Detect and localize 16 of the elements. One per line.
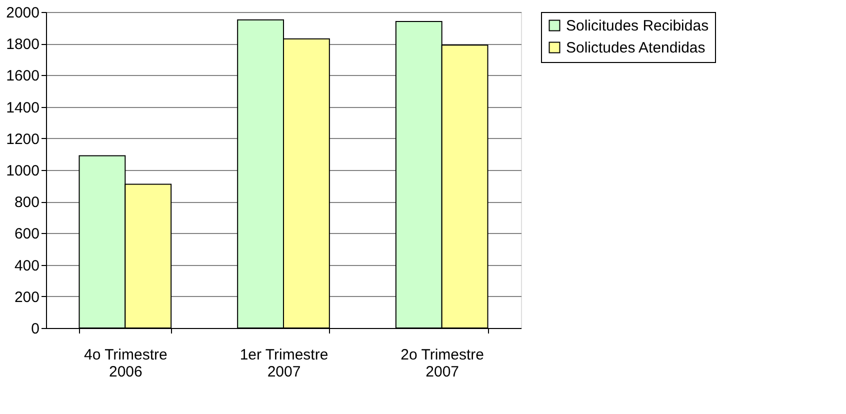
y-tick-label: 1800 [6,36,40,54]
y-tick-label: 1200 [6,130,40,148]
y-tick-label: 1400 [6,99,40,116]
y-tick-label: 600 [14,226,40,243]
y-tick-label: 200 [14,288,40,306]
legend-label: Solictudes Atendidas [566,40,706,56]
x-tick-label: 2o Trimestre 2007 [400,346,484,380]
x-tick-label: 4o Trimestre 2006 [84,346,168,380]
y-tick-label: 0 [31,320,40,338]
y-tick-label: 800 [14,194,40,212]
x-tick-label: 1er Trimestre 2007 [240,346,328,380]
y-tick-label: 400 [14,257,40,274]
y-tick-label: 2000 [6,4,40,22]
y-tick-label: 1600 [6,68,40,85]
y-tick-label: 1000 [6,162,40,180]
legend-label: Solicitudes Recibidas [566,18,709,34]
